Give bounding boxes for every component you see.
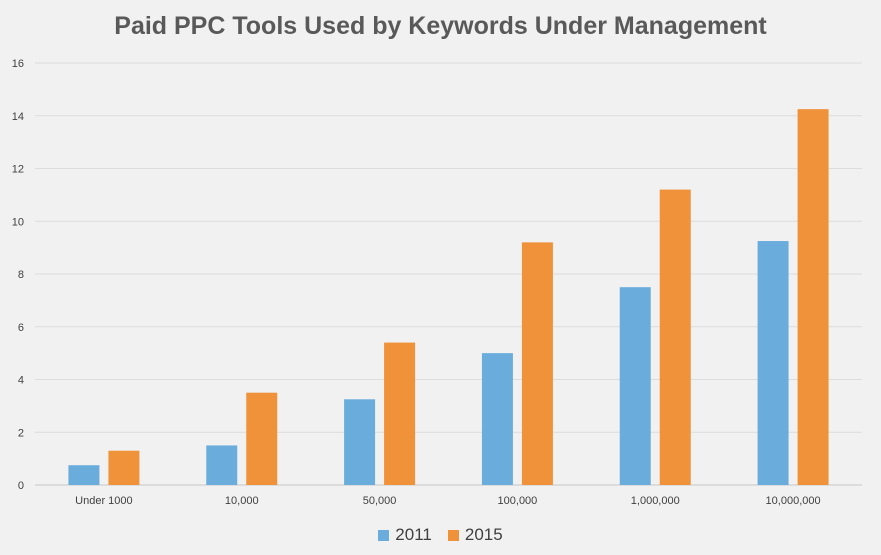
x-tick-label: 100,000 xyxy=(498,495,538,507)
y-tick-label: 16 xyxy=(12,58,24,70)
legend-label-2011: 2011 xyxy=(395,525,432,544)
y-tick-label: 2 xyxy=(18,427,24,439)
y-tick-label: 4 xyxy=(18,375,24,387)
bar-2015-2 xyxy=(384,342,416,485)
bar-2015-3 xyxy=(521,242,553,485)
legend-swatch-2011 xyxy=(378,529,390,541)
bar-2015-5 xyxy=(797,109,829,485)
bar-2011-3 xyxy=(481,353,513,485)
x-tick-label: 1,000,000 xyxy=(631,495,680,507)
legend-swatch-2015 xyxy=(447,529,459,541)
y-tick-label: 10 xyxy=(12,216,24,228)
chart-legend: 2011 2015 xyxy=(0,525,881,545)
x-tick-label: 10,000 xyxy=(225,495,259,507)
bar-2011-2 xyxy=(344,399,376,485)
y-tick-label: 6 xyxy=(18,322,24,334)
bar-2011-5 xyxy=(757,241,789,485)
chart-title: Paid PPC Tools Used by Keywords Under Ma… xyxy=(114,12,767,40)
y-tick-label: 12 xyxy=(12,164,24,176)
bar-2015-0 xyxy=(108,450,140,485)
x-tick-label: 50,000 xyxy=(363,495,397,507)
bar-2015-1 xyxy=(246,392,278,485)
bar-2011-1 xyxy=(206,445,238,485)
bar-2011-4 xyxy=(619,287,651,485)
bar-2015-4 xyxy=(659,189,691,485)
legend-item-2015: 2015 xyxy=(447,525,503,545)
x-tick-label: Under 1000 xyxy=(75,495,133,507)
x-tick-label: 10,000,000 xyxy=(766,495,821,507)
y-tick-label: 14 xyxy=(12,111,24,123)
y-tick-label: 0 xyxy=(18,480,24,492)
y-tick-label: 8 xyxy=(18,269,24,281)
legend-item-2011: 2011 xyxy=(378,525,432,545)
bar-2011-0 xyxy=(68,465,100,485)
legend-label-2015: 2015 xyxy=(464,525,503,544)
